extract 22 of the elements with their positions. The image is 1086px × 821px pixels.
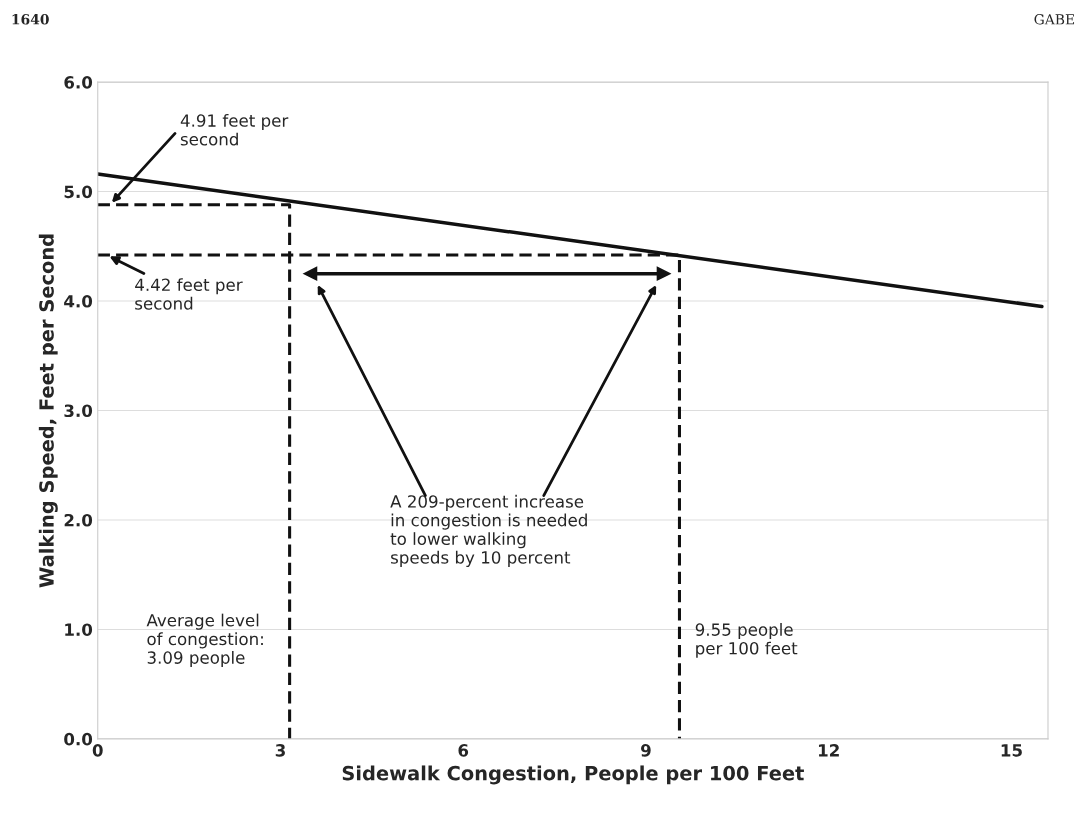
x-tick-label: 3 (275, 744, 285, 757)
y-tick-label: 0.0 (64, 732, 93, 746)
y-tick-label: 5.0 (64, 185, 93, 199)
x-axis-title: Sidewalk Congestion, People per 100 Feet (342, 765, 804, 785)
x-tick-label: 0 (92, 744, 103, 757)
y-tick-label: 2.0 (64, 513, 93, 527)
annotation: 4.42 feet per second (135, 278, 243, 310)
text: 1640 (12, 14, 49, 25)
x-tick-label: 15 (1001, 744, 1022, 757)
annotation: 4.91 feet per second (180, 113, 289, 146)
annotation: Average level of congestion: 3.09 people (146, 613, 263, 668)
x-tick-label: 12 (818, 744, 839, 757)
text: GABE (1034, 14, 1075, 25)
y-axis-title: Walking Speed, Feet per Second (38, 234, 58, 588)
annotation: 9.55 people per 100 feet (695, 622, 798, 658)
annotation: A 209-percent increase in congestion is needed to lower walking speeds by 10 percent (390, 494, 587, 567)
y-tick-label: 1.0 (65, 623, 93, 636)
x-tick-label: 6 (458, 744, 469, 757)
y-tick-label: 4.0 (64, 295, 93, 308)
x-tick-label: 9 (641, 744, 651, 757)
y-tick-label: 6.0 (64, 76, 93, 89)
y-tick-label: 3.0 (64, 404, 93, 418)
